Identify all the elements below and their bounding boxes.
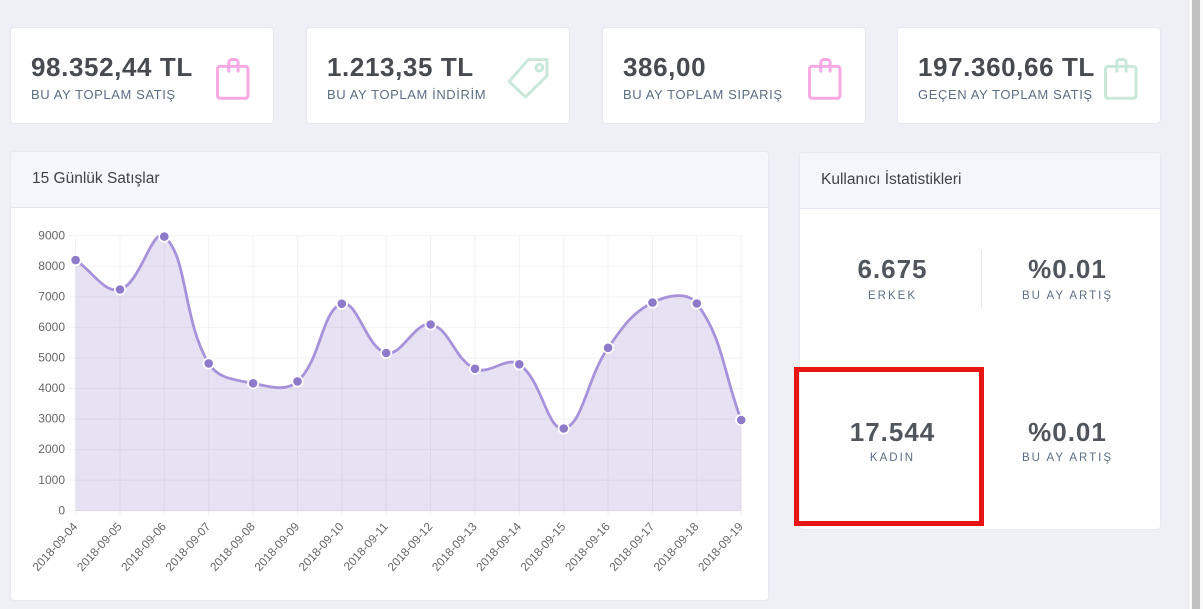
svg-text:2018-09-15: 2018-09-15 [518, 519, 569, 574]
svg-text:2018-09-12: 2018-09-12 [385, 520, 436, 574]
svg-text:2018-09-18: 2018-09-18 [651, 519, 702, 574]
svg-text:2018-09-10: 2018-09-10 [296, 519, 347, 574]
svg-text:0: 0 [58, 503, 65, 517]
svg-text:1000: 1000 [38, 473, 65, 487]
svg-text:2018-09-16: 2018-09-16 [562, 519, 613, 574]
svg-text:4000: 4000 [38, 381, 65, 395]
svg-text:2018-09-14: 2018-09-14 [473, 519, 524, 574]
svg-text:2018-09-09: 2018-09-09 [251, 520, 302, 574]
svg-text:8000: 8000 [38, 259, 65, 273]
svg-text:2018-09-17: 2018-09-17 [606, 520, 657, 574]
svg-text:9000: 9000 [38, 228, 65, 242]
svg-text:2018-09-04: 2018-09-04 [30, 519, 81, 574]
svg-text:5000: 5000 [38, 351, 65, 365]
svg-text:2000: 2000 [38, 442, 65, 456]
svg-text:2018-09-06: 2018-09-06 [118, 519, 169, 574]
svg-text:2018-09-08: 2018-09-08 [207, 519, 258, 574]
svg-text:2018-09-11: 2018-09-11 [341, 520, 391, 574]
svg-text:6000: 6000 [38, 320, 65, 334]
svg-text:2018-09-05: 2018-09-05 [74, 519, 125, 574]
svg-text:7000: 7000 [38, 290, 65, 304]
svg-text:3000: 3000 [38, 412, 65, 426]
svg-text:2018-09-07: 2018-09-07 [163, 520, 214, 574]
svg-text:2018-09-19: 2018-09-19 [695, 520, 746, 574]
svg-text:2018-09-13: 2018-09-13 [429, 519, 480, 574]
